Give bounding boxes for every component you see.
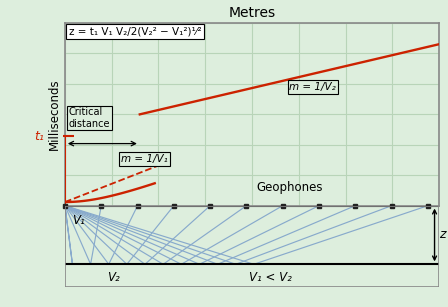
Text: Geophones: Geophones	[256, 181, 323, 194]
Text: V₂: V₂	[107, 271, 120, 284]
Text: Critical
distance: Critical distance	[69, 107, 110, 129]
Text: V₁: V₁	[73, 214, 85, 227]
Y-axis label: Milliseconds: Milliseconds	[48, 79, 61, 150]
Text: t₁: t₁	[34, 130, 44, 143]
Title: Metres: Metres	[228, 6, 276, 21]
Text: m = 1/V₁: m = 1/V₁	[121, 154, 168, 164]
Text: z = t₁ V₁ V₂/2(V₂² − V₁²)¹⁄²: z = t₁ V₁ V₂/2(V₂² − V₁²)¹⁄²	[69, 27, 201, 37]
Text: z: z	[439, 228, 446, 242]
Text: m = 1/V₂: m = 1/V₂	[289, 82, 336, 92]
Text: V₁ < V₂: V₁ < V₂	[249, 271, 292, 284]
